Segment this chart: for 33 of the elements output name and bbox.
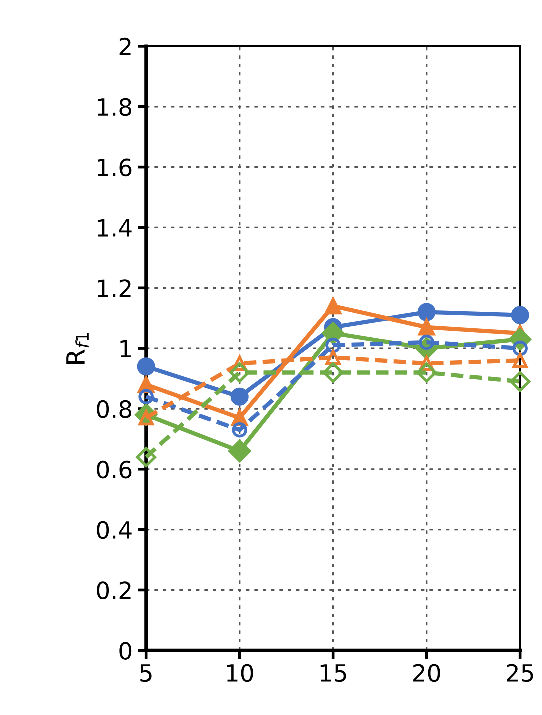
- point: [228, 440, 252, 462]
- point: [232, 422, 248, 438]
- y-axis-title: R$_{f1}$: [66, 333, 89, 364]
- y-tick-label: 0.2: [97, 582, 131, 600]
- y-tick-label: 0.6: [97, 460, 132, 479]
- point: [137, 358, 156, 376]
- point: [511, 306, 530, 324]
- x-tick-label: 10: [227, 664, 254, 682]
- x-tick-label: 20: [414, 664, 440, 682]
- y-tick-label: 2: [120, 38, 131, 56]
- y-tick-label: 1.8: [98, 98, 132, 116]
- point: [230, 362, 250, 383]
- point: [138, 389, 154, 405]
- point: [230, 388, 249, 406]
- point: [136, 447, 157, 468]
- point: [418, 319, 436, 336]
- x-tick-label: 15: [320, 664, 346, 682]
- y-tick-label: 1.4: [98, 219, 132, 237]
- y-tick-label: 1: [120, 340, 131, 358]
- point: [326, 350, 341, 366]
- point: [510, 372, 531, 392]
- y-tick-label: 0: [120, 642, 132, 660]
- point: [416, 362, 438, 383]
- point: [512, 353, 528, 368]
- y-tick-label: 1.2: [98, 280, 131, 298]
- y-tick-label: 0.4: [97, 521, 132, 540]
- x-tick-label: 5: [140, 664, 152, 682]
- point: [323, 362, 344, 383]
- point: [324, 298, 342, 315]
- point: [418, 303, 436, 322]
- x-tick-label: 25: [507, 664, 534, 682]
- y-tick-label: 0.8: [97, 400, 132, 418]
- y-tick-label: 1.6: [98, 158, 132, 177]
